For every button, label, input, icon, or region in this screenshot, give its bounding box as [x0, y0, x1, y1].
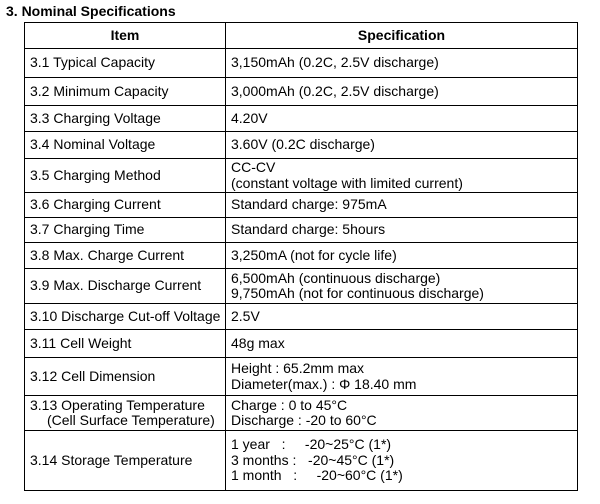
row-spec: 6,500mAh (continuous discharge) 9,750mAh…: [225, 268, 578, 304]
spec-text: 9,750mAh (not for continuous discharge): [231, 285, 484, 301]
item-text: 3.10 Discharge Cut-off Voltage: [30, 307, 221, 324]
table-row: 3.3 Charging Voltage 4.20V: [24, 105, 578, 132]
item-text: 3.7 Charging Time: [30, 221, 145, 238]
row-item: 3.2 Minimum Capacity: [24, 77, 226, 106]
row-item: 3.5 Charging Method: [24, 158, 226, 193]
table-row: 3.13 Operating Temperature (Cell Surface…: [24, 395, 578, 431]
table-row: 3.10 Discharge Cut-off Voltage 2.5V: [24, 303, 578, 330]
spec-text: (constant voltage with limited current): [231, 174, 463, 191]
item-text: 3.8 Max. Charge Current: [30, 246, 185, 263]
item-text: 3.9 Max. Discharge Current: [30, 277, 202, 294]
row-spec: 3,150mAh (0.2C, 2.5V discharge): [225, 48, 578, 78]
spec-text: 1 month : -20~60°C (1*): [231, 467, 403, 484]
row-item: 3.4 Nominal Voltage: [24, 131, 226, 159]
table-row: 3.12 Cell Dimension Height : 65.2mm max …: [24, 357, 578, 396]
spec-text: 6,500mAh (continuous discharge): [231, 269, 441, 286]
row-item: 3.14 Storage Temperature: [24, 430, 226, 491]
row-spec: 3,000mAh (0.2C, 2.5V discharge): [225, 77, 578, 106]
section-heading: 3. Nominal Specifications: [6, 3, 176, 19]
row-spec: 1 year : -20~25°C (1*) 3 months : -20~45…: [225, 430, 578, 491]
row-spec: 3.60V (0.2C discharge): [225, 131, 578, 159]
header-item: Item: [24, 22, 226, 49]
item-text: 3.4 Nominal Voltage: [30, 136, 156, 153]
item-text: 3.2 Minimum Capacity: [30, 82, 169, 99]
row-spec: 48g max: [225, 329, 578, 358]
row-spec: Charge : 0 to 45°C Discharge : -20 to 60…: [225, 395, 578, 431]
item-text: (Cell Surface Temperature): [47, 412, 215, 428]
spec-text: Diameter(max.) : Φ 18.40 mm: [231, 375, 417, 392]
spec-text: Height : 65.2mm max: [231, 360, 365, 376]
row-spec: CC-CV (constant voltage with limited cur…: [225, 158, 578, 193]
spec-text: 4.20V: [231, 109, 268, 126]
spec-text: 3,150mAh (0.2C, 2.5V discharge): [231, 54, 439, 71]
row-item: 3.11 Cell Weight: [24, 329, 226, 358]
spec-text: 48g max: [231, 334, 285, 351]
table-row: 3.2 Minimum Capacity 3,000mAh (0.2C, 2.5…: [24, 77, 578, 106]
row-item: 3.6 Charging Current: [24, 192, 226, 218]
item-text: 3.3 Charging Voltage: [30, 109, 161, 126]
spec-text: 2.5V: [231, 307, 260, 324]
row-spec: 4.20V: [225, 105, 578, 132]
spec-text: Standard charge: 975mA: [231, 196, 387, 213]
spec-text: 1 year : -20~25°C (1*): [231, 436, 392, 453]
row-spec: 2.5V: [225, 303, 578, 330]
spec-text: 3,250mA (not for cycle life): [231, 246, 397, 263]
table-row: 3.5 Charging Method CC-CV (constant volt…: [24, 158, 578, 193]
spec-text: 3.60V (0.2C discharge): [231, 136, 375, 153]
spec-text: 3 months : -20~45°C (1*): [231, 451, 395, 468]
spec-text: 3,000mAh (0.2C, 2.5V discharge): [231, 82, 439, 99]
spec-text: Discharge : -20 to 60°C: [231, 412, 377, 428]
row-spec: Standard charge: 975mA: [225, 192, 578, 218]
table-row: 3.9 Max. Discharge Current 6,500mAh (con…: [24, 268, 578, 304]
row-item: 3.9 Max. Discharge Current: [24, 268, 226, 304]
table-header-row: Item Specification: [24, 22, 578, 49]
header-specification: Specification: [225, 22, 578, 49]
row-item: 3.3 Charging Voltage: [24, 105, 226, 132]
row-item: 3.12 Cell Dimension: [24, 357, 226, 396]
table-row: 3.1 Typical Capacity 3,150mAh (0.2C, 2.5…: [24, 48, 578, 78]
row-item: 3.1 Typical Capacity: [24, 48, 226, 78]
row-item: 3.13 Operating Temperature (Cell Surface…: [24, 395, 226, 431]
item-text: 3.5 Charging Method: [30, 166, 161, 183]
spec-text: Standard charge: 5hours: [231, 221, 386, 238]
table-row: 3.14 Storage Temperature 1 year : -20~25…: [24, 430, 578, 491]
row-spec: Height : 65.2mm max Diameter(max.) : Φ 1…: [225, 357, 578, 396]
spec-text: CC-CV: [231, 159, 276, 175]
table-row: 3.11 Cell Weight 48g max: [24, 329, 578, 358]
row-spec: Standard charge: 5hours: [225, 217, 578, 243]
table-row: 3.4 Nominal Voltage 3.60V (0.2C discharg…: [24, 131, 578, 159]
item-text: 3.11 Cell Weight: [30, 334, 132, 351]
item-text: 3.6 Charging Current: [30, 196, 161, 213]
row-item: 3.10 Discharge Cut-off Voltage: [24, 303, 226, 330]
table-row: 3.8 Max. Charge Current 3,250mA (not for…: [24, 242, 578, 269]
row-spec: 3,250mA (not for cycle life): [225, 242, 578, 269]
row-item: 3.8 Max. Charge Current: [24, 242, 226, 269]
item-text: 3.14 Storage Temperature: [30, 451, 193, 468]
item-text: 3.12 Cell Dimension: [30, 367, 156, 384]
row-item: 3.7 Charging Time: [24, 217, 226, 243]
item-text: 3.1 Typical Capacity: [30, 54, 156, 71]
spec-text: Charge : 0 to 45°C: [231, 396, 348, 413]
spec-table: Item Specification 3.1 Typical Capacity …: [24, 22, 578, 491]
table-row: 3.7 Charging Time Standard charge: 5hour…: [24, 217, 578, 243]
table-row: 3.6 Charging Current Standard charge: 97…: [24, 192, 578, 218]
item-text: 3.13 Operating Temperature: [30, 396, 205, 413]
